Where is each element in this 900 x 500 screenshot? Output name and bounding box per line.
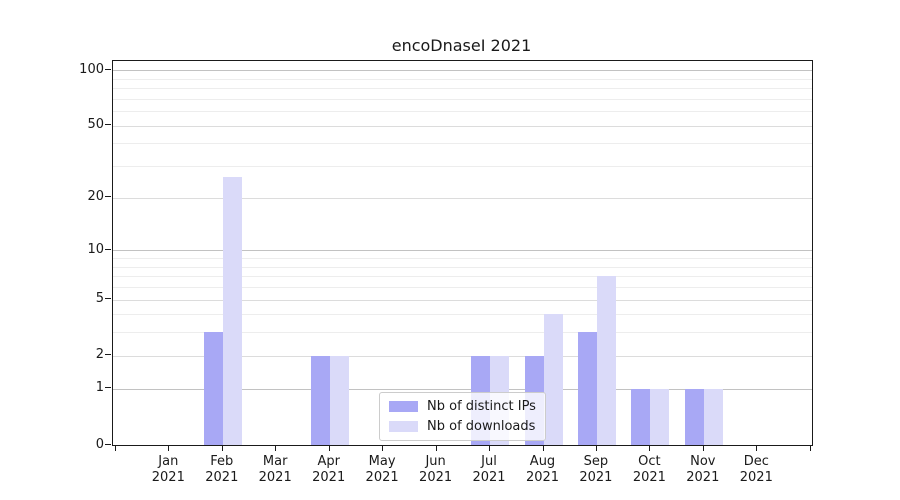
gridline-y-80: [113, 88, 812, 89]
gridline-y-10: [113, 250, 812, 252]
legend: Nb of distinct IPs Nb of downloads: [379, 392, 546, 441]
bar-oct-distinct-ips: [631, 388, 651, 445]
legend-row-downloads: Nb of downloads: [389, 418, 536, 435]
gridline-y-9: [113, 258, 812, 259]
x-tick-label-oct: Oct 2021: [632, 454, 666, 485]
gridline-y-6: [113, 286, 812, 288]
legend-row-distinct-ips: Nb of distinct IPs: [389, 398, 536, 415]
y-tick-label-1: 1: [95, 380, 104, 396]
x-tick-label-dec: Dec 2021: [739, 454, 773, 485]
gridline-y-1: [113, 388, 812, 390]
y-tick-1: [105, 387, 111, 389]
gridline-y-2: [113, 355, 812, 357]
y-tick-label-10: 10: [87, 241, 104, 257]
x-tick-label-feb: Feb 2021: [205, 454, 239, 485]
bars-layer: [113, 61, 812, 445]
gridline-y-7: [113, 276, 812, 278]
plot-area: Nb of distinct IPs Nb of downloads: [112, 60, 813, 446]
bar-feb-distinct-ips: [203, 332, 223, 445]
gridline-y-4: [113, 314, 812, 316]
y-tick-0: [105, 443, 111, 445]
y-tick-50: [105, 124, 111, 126]
legend-swatch-distinct-ips: [389, 401, 418, 412]
gridline-y-100: [113, 70, 812, 72]
y-tick-label-100: 100: [79, 61, 104, 77]
y-tick-20: [105, 196, 111, 198]
bar-feb-downloads: [222, 177, 242, 445]
bar-nov-distinct-ips: [684, 388, 704, 445]
gridline-y-30: [113, 166, 812, 168]
x-tick-label-jul: Jul 2021: [472, 454, 506, 485]
gridline-y-90: [113, 78, 812, 80]
x-tick-label-jan: Jan 2021: [151, 454, 185, 485]
gridline-y-60: [113, 111, 812, 113]
y-tick-label-5: 5: [95, 291, 104, 306]
legend-label-downloads: Nb of downloads: [427, 419, 536, 434]
bar-nov-downloads: [703, 388, 723, 445]
y-tick-5: [105, 298, 111, 299]
chart-title: encoDnaseI 2021: [391, 36, 532, 55]
y-tick-label-0: 0: [95, 436, 104, 452]
legend-swatch-downloads: [389, 421, 418, 432]
legend-label-distinct-ips: Nb of distinct IPs: [427, 399, 536, 414]
y-tick-2: [105, 354, 111, 356]
bar-aug-downloads: [543, 314, 563, 445]
y-tick-100: [105, 68, 111, 70]
x-tick-label-mar: Mar 2021: [258, 454, 292, 485]
bar-oct-downloads: [650, 388, 670, 445]
bar-apr-distinct-ips: [310, 355, 330, 445]
y-tick-10: [105, 248, 111, 250]
x-tick-label-nov: Nov 2021: [686, 454, 720, 485]
bar-apr-downloads: [329, 355, 349, 445]
grid-layer: [113, 61, 812, 445]
gridline-y-3: [113, 332, 812, 334]
bar-sep-distinct-ips: [577, 332, 597, 445]
gridline-y-50: [113, 125, 812, 127]
gridline-y-40: [113, 143, 812, 145]
y-tick-label-50: 50: [87, 117, 104, 133]
bar-sep-downloads: [596, 276, 616, 445]
x-tick-label-may: May 2021: [365, 454, 399, 485]
x-tick-label-sep: Sep 2021: [579, 454, 613, 485]
x-tick-label-apr: Apr 2021: [312, 454, 346, 485]
gridline-y-8: [113, 266, 812, 268]
y-tick-label-20: 20: [87, 189, 104, 205]
x-tick-label-jun: Jun 2021: [419, 454, 453, 485]
gridline-y-5: [113, 299, 812, 301]
gridline-y-70: [113, 98, 812, 100]
x-tick-label-aug: Aug 2021: [525, 454, 560, 485]
gridline-y-20: [113, 197, 812, 199]
y-tick-label-2: 2: [95, 347, 104, 363]
